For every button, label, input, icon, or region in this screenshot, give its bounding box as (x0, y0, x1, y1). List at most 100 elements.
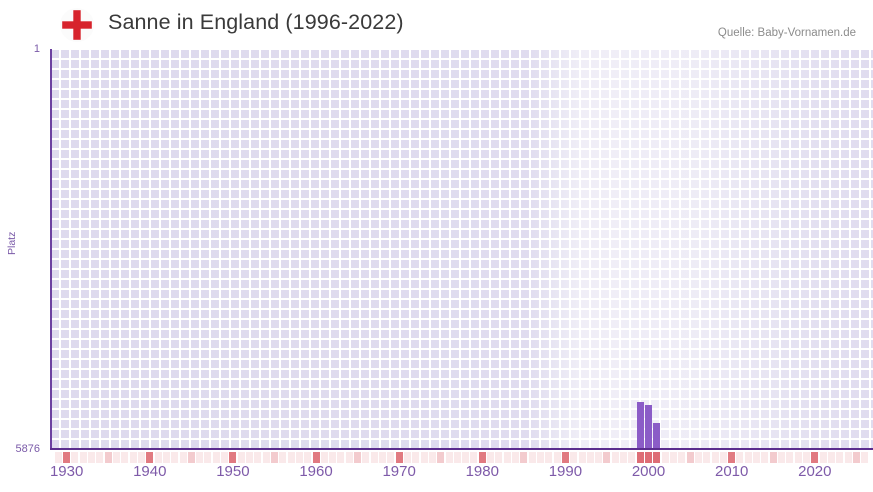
x-tick-mark (137, 452, 145, 463)
x-tick-mark (861, 452, 869, 463)
x-tick-label: 1960 (299, 463, 333, 480)
x-tick-mark (586, 452, 594, 463)
x-tick-mark (512, 452, 520, 463)
y-tick-label-bottom: 5876 (15, 443, 40, 455)
x-tick-mark (827, 452, 835, 463)
x-tick-mark (221, 452, 229, 463)
chart-header: Sanne in England (1996-2022) Quelle: Bab… (0, 0, 873, 49)
x-tick-mark (403, 452, 411, 463)
x-tick-mark (778, 452, 786, 463)
x-tick-mark (553, 452, 561, 463)
grid-range-highlight (50, 49, 873, 449)
x-tick-mark (736, 452, 744, 463)
x-tick-mark (179, 452, 187, 463)
x-tick-mark (229, 452, 237, 463)
x-tick-mark (453, 452, 461, 463)
x-tick-mark (686, 452, 694, 463)
x-tick-mark (146, 452, 154, 463)
x-tick-mark (528, 452, 536, 463)
plot-area (50, 49, 873, 449)
x-tick-mark (54, 452, 62, 463)
x-tick-mark (570, 452, 578, 463)
x-tick-mark (520, 452, 528, 463)
x-tick-mark (495, 452, 503, 463)
x-tick-mark (88, 452, 96, 463)
x-tick-mark (379, 452, 387, 463)
x-tick-mark (470, 452, 478, 463)
x-axis-line (50, 448, 873, 450)
x-tick-mark (744, 452, 752, 463)
x-tick-mark (121, 452, 129, 463)
bar (653, 423, 661, 448)
x-tick-label: 1940 (133, 463, 167, 480)
x-tick-label: 1980 (465, 463, 499, 480)
x-tick-mark (104, 452, 112, 463)
bar (645, 405, 652, 448)
x-tick-mark (437, 452, 445, 463)
x-tick-mark (811, 452, 819, 463)
x-tick-mark (162, 452, 170, 463)
x-tick-mark (287, 452, 295, 463)
x-tick-label: 2000 (631, 463, 666, 480)
x-tick-mark (113, 452, 120, 463)
england-flag-icon (60, 8, 94, 42)
x-tick-mark (578, 452, 586, 463)
x-tick-mark (694, 452, 702, 463)
x-tick-label: 2020 (798, 463, 832, 480)
y-axis-line (50, 49, 52, 450)
x-tick-mark (678, 452, 686, 463)
x-tick-mark (154, 452, 162, 463)
x-tick-mark (645, 452, 653, 463)
x-tick-mark (844, 452, 852, 463)
x-tick-mark (753, 452, 761, 463)
x-tick-mark (196, 452, 204, 463)
x-tick-mark (769, 452, 777, 463)
x-tick-label: 1930 (49, 463, 84, 480)
x-tick-mark (354, 452, 362, 463)
x-tick-mark (561, 452, 569, 463)
x-tick-mark (536, 452, 544, 463)
x-tick-label: 1950 (216, 463, 250, 480)
x-tick-mark (620, 452, 628, 463)
x-tick-mark (320, 452, 328, 463)
x-tick-mark (387, 452, 395, 463)
x-tick-mark (79, 452, 87, 463)
x-tick-mark (661, 452, 669, 463)
x-tick-mark (395, 452, 403, 463)
x-tick-mark (595, 452, 603, 463)
x-tick-mark (270, 452, 278, 463)
x-tick-mark (187, 452, 195, 463)
x-tick-mark (71, 452, 79, 463)
x-tick-mark (96, 452, 104, 463)
x-tick-mark (428, 452, 436, 463)
x-tick-mark (262, 452, 270, 463)
x-tick-mark (487, 452, 495, 463)
source-credit: Quelle: Baby-Vornamen.de (717, 27, 856, 39)
y-axis-title: Platz (6, 231, 18, 255)
x-tick-mark (329, 452, 337, 463)
x-tick-mark (129, 452, 137, 463)
x-tick-mark (761, 452, 769, 463)
x-tick-mark (279, 452, 287, 463)
x-tick-mark (462, 452, 470, 463)
x-tick-mark (412, 452, 420, 463)
x-tick-mark (478, 452, 486, 463)
x-tick-mark (653, 452, 661, 463)
x-tick-mark (711, 452, 719, 463)
x-tick-label: 1970 (382, 463, 416, 480)
page-title: Sanne in England (1996-2022) (108, 10, 404, 34)
x-tick-mark (295, 452, 303, 463)
x-tick-mark (603, 452, 611, 463)
x-tick-mark (802, 452, 810, 463)
x-tick-mark (204, 452, 212, 463)
x-tick-mark (345, 452, 353, 463)
x-tick-mark (362, 452, 370, 463)
x-tick-mark (445, 452, 453, 463)
bar (636, 401, 644, 448)
x-tick-mark (370, 452, 378, 463)
x-tick-mark (719, 452, 727, 463)
y-tick-label-top: 1 (33, 43, 40, 55)
x-tick-mark (246, 452, 253, 463)
x-tick-mark (611, 452, 619, 463)
